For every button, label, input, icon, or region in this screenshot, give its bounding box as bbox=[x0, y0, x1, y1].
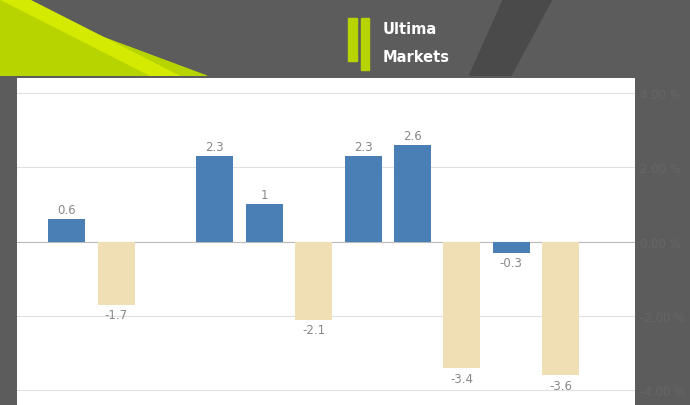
Bar bbox=[348, 19, 357, 62]
Bar bbox=[344, 157, 382, 242]
Bar bbox=[361, 19, 369, 71]
Text: Ultima: Ultima bbox=[383, 22, 437, 37]
Polygon shape bbox=[0, 0, 179, 77]
Text: 1: 1 bbox=[261, 189, 268, 202]
Text: 2.6: 2.6 bbox=[403, 130, 422, 143]
Bar bbox=[493, 242, 530, 253]
Text: -3.6: -3.6 bbox=[549, 379, 572, 392]
Polygon shape bbox=[0, 0, 207, 77]
Bar bbox=[48, 220, 85, 242]
Text: -1.7: -1.7 bbox=[104, 309, 128, 322]
Bar bbox=[97, 242, 135, 305]
Text: 2.3: 2.3 bbox=[354, 141, 373, 154]
Bar bbox=[197, 157, 233, 242]
Bar bbox=[542, 242, 579, 375]
Text: Markets: Markets bbox=[383, 50, 450, 65]
Text: 2.3: 2.3 bbox=[206, 141, 224, 154]
Bar bbox=[394, 146, 431, 242]
Text: -2.1: -2.1 bbox=[302, 324, 325, 337]
Text: -0.3: -0.3 bbox=[500, 256, 523, 269]
Text: 0.6: 0.6 bbox=[57, 204, 76, 217]
Bar bbox=[295, 242, 332, 320]
Bar bbox=[444, 242, 480, 368]
Text: -3.4: -3.4 bbox=[451, 372, 473, 385]
Polygon shape bbox=[469, 0, 552, 77]
Bar bbox=[246, 205, 283, 242]
